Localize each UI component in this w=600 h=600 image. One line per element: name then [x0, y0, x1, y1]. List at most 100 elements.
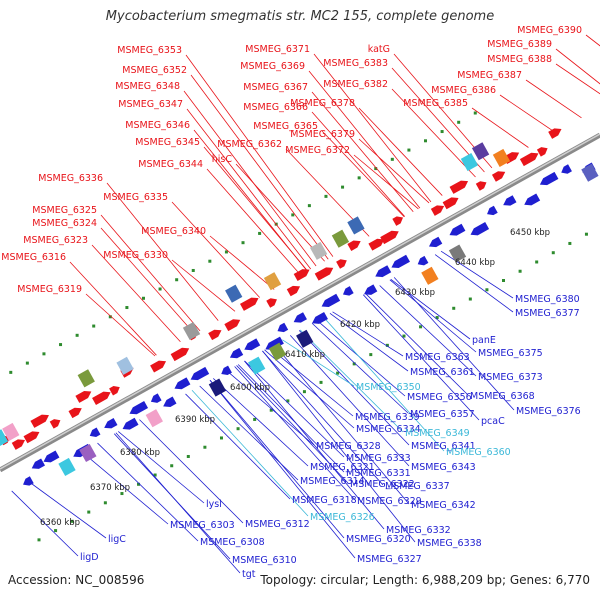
forward-gene-arrow — [150, 360, 167, 373]
forward-gene-arrow — [548, 128, 562, 139]
leader-line — [389, 279, 477, 353]
leader-line — [308, 70, 421, 209]
scale-tick-label: 6450 kbp — [510, 228, 550, 238]
reverse-gene-arrow — [190, 366, 210, 381]
forward-gene-label: MSMEG_6386 — [431, 85, 496, 96]
leader-line — [358, 107, 443, 196]
leader-line — [273, 344, 410, 505]
tick-dot — [435, 316, 439, 320]
reverse-gene-label: MSMEG_6356 — [407, 392, 472, 403]
leader-line — [555, 48, 600, 85]
leader-line — [323, 316, 445, 452]
reverse-gene-arrow — [244, 338, 261, 351]
highlight-gene-label: MSMEG_6350 — [356, 382, 421, 393]
leader-line — [100, 214, 201, 332]
tick-dot — [390, 157, 394, 161]
forward-gene-arrow — [208, 329, 222, 341]
forward-gene-label: MSMEG_6385 — [403, 98, 468, 109]
leader-line — [471, 107, 529, 148]
tick-dot — [568, 241, 572, 245]
tick-dot — [25, 361, 29, 365]
reverse-gene-arrow — [470, 222, 490, 236]
tick-dot — [175, 278, 179, 282]
tick-dot — [518, 269, 522, 273]
reverse-gene-arrow — [104, 418, 118, 429]
forward-gene-arrow — [170, 347, 190, 362]
leader-line — [555, 63, 600, 95]
leader-line — [585, 34, 600, 47]
leader-line — [183, 90, 317, 267]
leader-line — [264, 349, 355, 429]
reverse-gene-label: MSMEG_6373 — [478, 372, 543, 383]
reverse-gene-arrow — [342, 286, 354, 296]
leader-line — [226, 370, 315, 446]
forward-gene-label: MSMEG_6369 — [240, 61, 305, 72]
forward-gene-label: MSMEG_6319 — [17, 284, 82, 295]
forward-gene-arrow — [11, 439, 26, 450]
leader-line — [209, 380, 356, 559]
leader-line — [365, 293, 469, 396]
backbone-highlight — [0, 133, 600, 470]
forward-gene-label: MSMEG_6324 — [32, 218, 97, 229]
reverse-gene-label: MSMEG_6368 — [470, 391, 535, 402]
forward-gene-label: MSMEG_6323 — [23, 235, 88, 246]
reverse-gene-label: MSMEG_6314 — [300, 476, 365, 487]
forward-gene-label: MSMEG_6365 — [253, 121, 318, 132]
forward-gene-label: MSMEG_6390 — [517, 25, 582, 36]
leader-line — [311, 91, 414, 213]
tick-dot — [42, 352, 46, 356]
leader-line — [311, 111, 406, 217]
reverse-gene-arrow — [163, 396, 177, 407]
tick-dot — [158, 287, 162, 291]
leader-line — [237, 364, 345, 473]
leader-line — [299, 329, 404, 433]
reverse-gene-label: panE — [472, 335, 496, 346]
reverse-gene-arrow — [417, 255, 429, 266]
reverse-gene-label: MSMEG_6312 — [245, 519, 310, 530]
leader-line — [171, 201, 260, 298]
leader-line — [321, 130, 405, 218]
feature-block — [263, 272, 282, 291]
leader-line — [525, 79, 582, 119]
reverse-gene-arrow — [364, 284, 378, 295]
tick-dot — [170, 464, 174, 468]
tick-dot — [407, 148, 411, 152]
forward-gene-label: MSMEG_6372 — [285, 145, 350, 156]
reverse-gene-arrow — [122, 417, 139, 430]
reverse-gene-label: MSMEG_6321 — [310, 462, 375, 473]
leader-line — [362, 294, 480, 421]
reverse-gene-label: MSMEG_6310 — [232, 555, 297, 566]
leader-line — [85, 293, 156, 357]
forward-gene-label: MSMEG_6382 — [323, 79, 388, 90]
leader-line — [139, 419, 244, 524]
forward-gene-arrow — [293, 269, 310, 281]
reverse-gene-arrow — [265, 336, 284, 350]
leader-line — [329, 312, 409, 372]
feature-block — [182, 321, 201, 341]
forward-gene-arrow — [380, 230, 399, 245]
forward-gene-label: MSMEG_6344 — [138, 159, 203, 170]
forward-gene-label: MSMEG_6325 — [32, 205, 97, 216]
tick-dot — [258, 231, 262, 235]
feature-block — [145, 409, 163, 428]
leader-line — [434, 254, 514, 313]
tick-dot — [369, 353, 373, 357]
tick-dot — [468, 297, 472, 301]
tick-dot — [324, 194, 328, 198]
tick-dot — [108, 315, 112, 319]
forward-gene-label: MSMEG_6378 — [290, 98, 355, 109]
tick-dot — [269, 408, 273, 412]
forward-gene-arrow — [430, 205, 445, 216]
reverse-gene-arrow — [221, 365, 232, 376]
leader-line — [390, 278, 471, 340]
tick-dot — [186, 454, 190, 458]
reverse-gene-arrow — [487, 205, 498, 216]
reverse-gene-label: ligD — [80, 552, 99, 563]
forward-gene-arrow — [239, 297, 259, 311]
feature-block — [309, 241, 328, 260]
leader-line — [91, 244, 181, 343]
reverse-gene-label: MSMEG_6329 — [357, 496, 422, 507]
reverse-gene-label: MSMEG_6342 — [411, 500, 476, 511]
tick-dot — [224, 250, 228, 254]
tick-dot — [385, 343, 389, 347]
